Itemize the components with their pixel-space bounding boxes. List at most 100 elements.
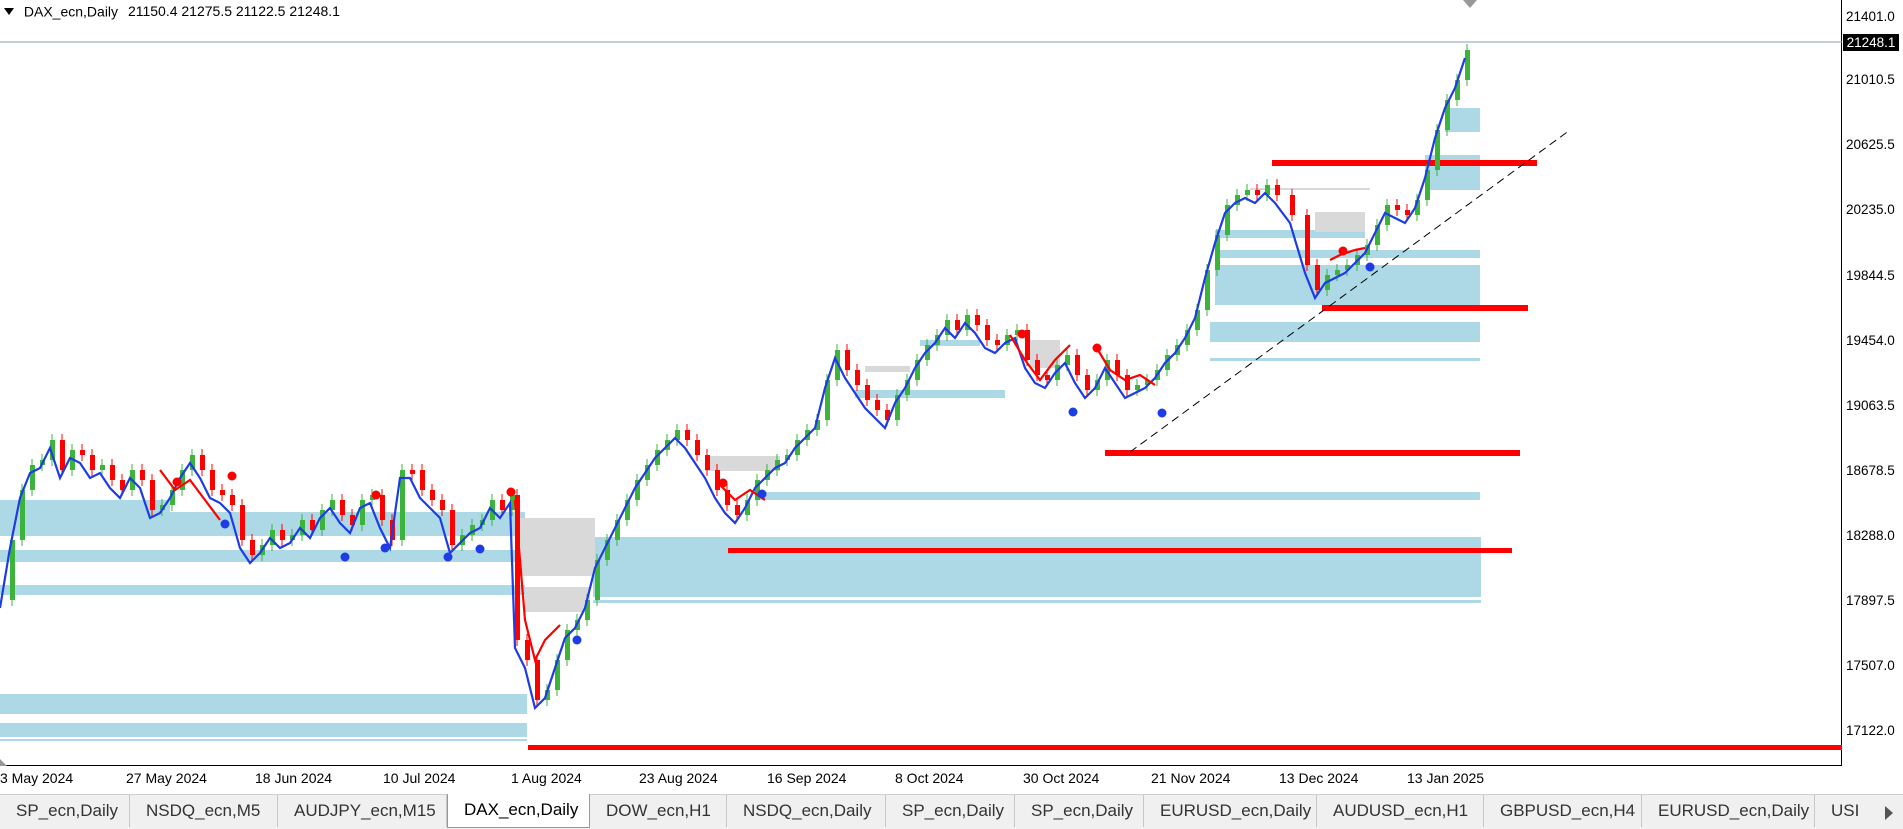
demand-zone — [1210, 322, 1480, 342]
tab[interactable]: SP_ecn,Daily — [1015, 795, 1144, 827]
candle-body — [1375, 225, 1380, 245]
tab[interactable]: AUDJPY_ecn,M15 — [278, 795, 447, 827]
tab[interactable]: EURUSD_ecn,Daily — [1642, 795, 1815, 827]
candle-body — [1035, 360, 1040, 375]
price-tick-label: 17122.0 — [1846, 723, 1895, 738]
candle-body — [695, 440, 700, 455]
candle-body — [400, 470, 405, 540]
scroll-right-icon[interactable] — [1885, 806, 1893, 820]
support-level-line — [528, 745, 1842, 750]
demand-zone — [1215, 230, 1365, 238]
demand-zone — [1445, 108, 1480, 132]
tab[interactable]: SP_ecn,Daily — [0, 795, 130, 827]
candle-body — [635, 480, 640, 500]
collapse-arrow-icon[interactable] — [4, 7, 14, 15]
candle-body — [310, 520, 315, 530]
supply-zone — [525, 587, 590, 612]
tab[interactable]: NSDQ_ecn,Daily — [727, 795, 886, 827]
candle-body — [210, 470, 215, 490]
candle-body — [150, 480, 155, 510]
price-axis[interactable] — [1842, 0, 1903, 766]
price-tick-label: 19844.5 — [1846, 268, 1895, 283]
candle-body — [190, 455, 195, 470]
red-indicator-line — [1329, 246, 1366, 261]
tab[interactable]: NSDQ_ecn,M5 — [130, 795, 278, 827]
supply-zone — [1315, 212, 1365, 232]
candle-body — [1005, 335, 1010, 345]
candle-body — [1145, 380, 1150, 385]
time-tick-label: 13 Jan 2025 — [1407, 770, 1485, 786]
candle-body — [775, 460, 780, 470]
demand-zone — [920, 340, 980, 346]
price-chart[interactable] — [0, 0, 1842, 766]
tab[interactable]: SP_ecn,Daily — [886, 795, 1015, 827]
chart-area[interactable] — [0, 0, 1842, 766]
red-indicator-line — [719, 484, 766, 502]
sell-signal-dot — [1017, 329, 1027, 339]
candle-body — [565, 630, 570, 660]
sell-signal-dot — [172, 477, 182, 487]
tab-active[interactable]: DAX_ecn,Daily — [447, 794, 590, 828]
candle-body — [1205, 270, 1210, 310]
candle-body — [1225, 205, 1230, 235]
tab[interactable]: USI — [1815, 795, 1865, 827]
candle-body — [845, 350, 850, 370]
sell-signal-dot — [227, 471, 237, 481]
tab[interactable]: EURUSD_ecn,Daily — [1144, 795, 1317, 827]
tab[interactable]: GBPUSD_ecn,H4 — [1484, 795, 1642, 827]
supply-zone — [865, 366, 910, 372]
candle-body — [925, 345, 930, 360]
candle-body — [1335, 270, 1340, 275]
tab[interactable]: DOW_ecn,H1 — [590, 795, 727, 827]
candle-body — [1345, 265, 1350, 270]
candle-body — [120, 480, 125, 490]
candle-body — [280, 530, 285, 540]
candle-body — [20, 490, 25, 540]
support-level-line — [1272, 160, 1537, 166]
chart-shift-marker[interactable] — [1463, 0, 1477, 8]
demand-zone — [0, 739, 527, 741]
sell-signal-dot — [371, 490, 381, 500]
candle-body — [1425, 170, 1430, 200]
candle-body — [735, 505, 740, 515]
candle-body — [300, 520, 305, 535]
candle-body — [420, 470, 425, 490]
candle-body — [675, 430, 680, 440]
candle-body — [220, 490, 225, 495]
candle-body — [545, 690, 550, 700]
candle-body — [795, 440, 800, 455]
candle-body — [825, 380, 830, 420]
price-tick-label: 17897.5 — [1846, 593, 1895, 608]
candle-body — [1065, 355, 1070, 365]
candle-body — [140, 470, 145, 480]
candle-body — [535, 660, 540, 700]
time-tick-label: 8 Oct 2024 — [895, 770, 964, 786]
price-tick-label: 19454.0 — [1846, 333, 1895, 348]
support-level-line — [1105, 450, 1520, 456]
blue-indicator-line — [0, 57, 1467, 711]
candle-body — [1045, 375, 1050, 380]
chart-tab-bar: SP_ecn,Daily NSDQ_ecn,M5 AUDJPY_ecn,M15 DAX… — [0, 794, 1903, 829]
candle-body — [645, 465, 650, 480]
red-indicator-line — [1009, 334, 1071, 382]
buy-signal-dot — [443, 552, 453, 562]
chart-scale-marker[interactable] — [0, 759, 7, 766]
demand-zone — [0, 694, 527, 714]
candle-body — [1085, 375, 1090, 390]
candle-body — [745, 500, 750, 515]
demand-zone — [0, 512, 525, 536]
candle-body — [915, 360, 920, 380]
candle-body — [705, 455, 710, 470]
candle-body — [905, 380, 910, 395]
candle-body — [815, 420, 820, 430]
candle-body — [450, 510, 455, 545]
candle-body — [1435, 130, 1440, 170]
candle-body — [330, 500, 335, 510]
time-tick-label: 10 Jul 2024 — [383, 770, 456, 786]
candle-body — [60, 440, 65, 470]
candle-body — [955, 320, 960, 330]
candle-body — [1305, 215, 1310, 265]
candle-body — [320, 510, 325, 530]
tab[interactable]: AUDUSD_ecn,H1 — [1317, 795, 1484, 827]
candle-body — [1055, 365, 1060, 380]
